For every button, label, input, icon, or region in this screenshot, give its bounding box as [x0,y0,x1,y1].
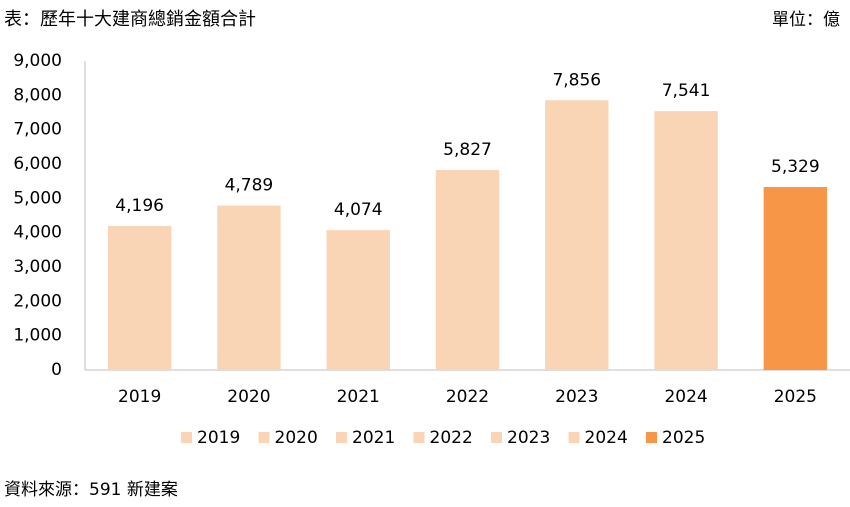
value-label: 5,329 [771,157,820,177]
x-tick-label: 2025 [774,387,817,407]
bar [217,205,281,370]
legend-swatch [568,432,580,443]
y-tick-label: 1,000 [13,326,62,346]
legend-label: 2021 [352,428,395,448]
value-label: 4,789 [225,176,274,196]
legend-label: 2019 [197,428,240,448]
y-tick-label: 4,000 [13,223,62,243]
legend-label: 2025 [662,428,705,448]
legend-label: 2020 [275,428,318,448]
y-tick-label: 3,000 [13,257,62,277]
y-tick-label: 5,000 [13,188,62,208]
value-label: 5,827 [443,140,492,160]
unit-label: 單位：億 [772,10,840,30]
legend-swatch [413,432,425,443]
bar [545,100,609,370]
bar [326,230,390,370]
legend-swatch [181,432,192,443]
x-tick-label: 2020 [227,387,270,407]
x-tick-label: 2024 [664,387,707,407]
legend-swatch [258,432,270,443]
y-tick-label: 2,000 [13,291,62,311]
value-label: 4,074 [334,200,383,220]
chart-title: 表：歷年十大建商總銷金額合計 [4,9,256,30]
x-tick-label: 2021 [337,387,380,407]
y-tick-label: 0 [51,360,62,380]
legend-swatch [336,432,347,443]
legend-swatch [646,432,657,443]
y-tick-label: 7,000 [13,120,62,140]
y-tick-label: 8,000 [13,85,62,105]
value-label: 7,541 [662,81,711,101]
value-label: 4,196 [115,196,164,216]
legend-swatch [491,432,502,443]
legend-label: 2023 [507,428,550,448]
value-label: 7,856 [552,70,601,90]
y-tick-label: 9,000 [13,51,62,71]
legend-label: 2022 [430,428,473,448]
bar [107,225,172,370]
legend-label: 2024 [585,428,628,448]
bar [763,187,828,370]
x-tick-label: 2022 [446,387,489,407]
x-tick-label: 2023 [555,387,598,407]
bar [654,111,718,370]
bar [435,169,500,370]
y-tick-label: 6,000 [13,154,62,174]
x-tick-label: 2019 [118,387,161,407]
source-note: 資料來源：591 新建案 [4,480,178,500]
